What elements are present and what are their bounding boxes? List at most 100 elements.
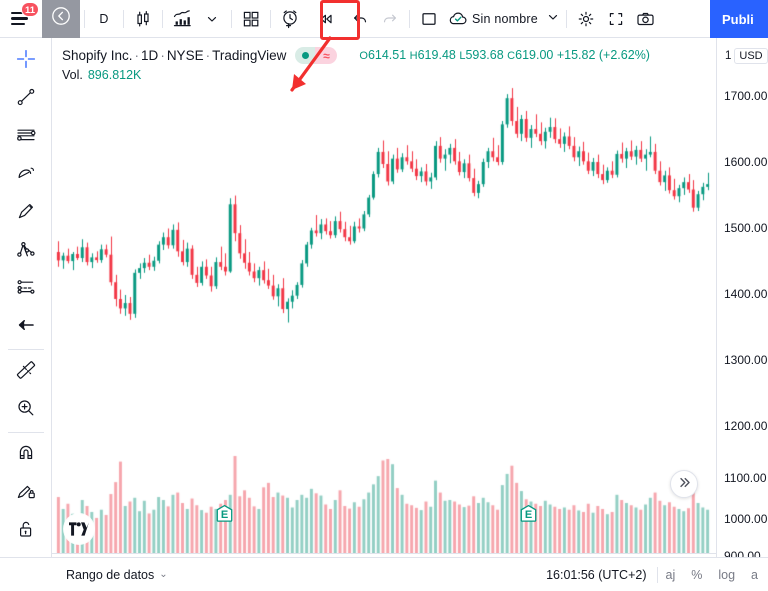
ohlc-values: O614.51 H619.48 L593.68 C619.00 +15.82 (… (359, 46, 650, 65)
scroll-to-realtime-button[interactable] (670, 470, 698, 498)
gear-icon (576, 9, 596, 29)
save-layout-button[interactable]: Sin nombre (444, 4, 562, 34)
data-live-dot-icon (295, 47, 316, 64)
symbol-title[interactable]: Shopify Inc. · 1D · NYSE · TradingView (62, 47, 287, 63)
templates-button[interactable] (236, 4, 266, 34)
toolbar-divider (231, 9, 232, 28)
pane-separator[interactable] (52, 553, 716, 554)
lock-drawings-button[interactable] (6, 512, 46, 550)
toggle-auto[interactable]: a (751, 567, 758, 582)
status-divider (656, 566, 658, 583)
drawing-mode-lock-icon (14, 479, 38, 508)
data-range-button[interactable]: Rango de datos ⌄ (66, 568, 168, 582)
arrow-left-icon (14, 313, 38, 342)
trend-line-icon (14, 85, 38, 114)
chart-settings-button[interactable] (571, 4, 601, 34)
earnings-marker[interactable]: E (215, 504, 234, 523)
status-bar: Rango de datos ⌄ 16:01:56 (UTC+2) aj % l… (0, 557, 768, 591)
patterns-tool-button[interactable] (6, 118, 46, 156)
replay-button[interactable] (311, 4, 341, 34)
alert-button[interactable] (275, 4, 305, 34)
toggle-log[interactable]: log (718, 567, 736, 582)
chevron-down-icon (206, 13, 218, 25)
price-axis[interactable]: 1 USD ⚙ 1700.001600.001500.001400.001300… (716, 38, 768, 591)
toolbar-divider (409, 9, 410, 28)
toolbar-divider (270, 9, 271, 28)
indicators-button[interactable] (167, 4, 197, 34)
toggle-percent[interactable]: % (691, 567, 703, 582)
gann-fan-icon (14, 161, 38, 190)
stay-in-drawing-mode-button[interactable] (6, 474, 46, 512)
symbol-source: TradingView (212, 47, 287, 63)
volume-label: Vol. (62, 68, 83, 82)
publish-label: Publi (722, 11, 754, 27)
currency-selector[interactable]: 1 USD (725, 48, 768, 64)
back-circle-icon (51, 6, 71, 31)
indicators-dropdown-button[interactable] (197, 4, 227, 34)
horizontal-lines-pattern-icon (14, 123, 38, 152)
toolbar-divider (565, 9, 567, 28)
magnet-icon (14, 441, 38, 470)
alarm-add-icon (279, 8, 301, 30)
toolbar-divider (123, 9, 124, 28)
arrow-tool-button[interactable] (6, 308, 46, 346)
symbol-interval: 1D (141, 47, 159, 63)
undo-button[interactable] (345, 4, 375, 34)
high-label: H (409, 50, 418, 62)
back-button[interactable] (42, 0, 80, 38)
snapshot-button[interactable] (631, 4, 661, 34)
layout-button[interactable] (414, 4, 444, 34)
earnings-marker-label: E (220, 508, 229, 521)
toolbar-divider (162, 9, 163, 28)
fullscreen-icon (606, 9, 626, 29)
earnings-marker[interactable]: E (519, 504, 538, 523)
price-tick: 1600.00 (724, 155, 768, 169)
redo-button[interactable] (375, 4, 405, 34)
symbol-name: Shopify Inc. (62, 47, 133, 63)
clock-label[interactable]: 16:01:56 (UTC+2) (546, 567, 647, 582)
drawing-toolbar (0, 38, 52, 591)
data-status-pills[interactable]: ≈ (295, 47, 338, 64)
elliott-wave-tool-button[interactable] (6, 232, 46, 270)
trend-line-tool-button[interactable] (6, 80, 46, 118)
price-tick: 1000.00 (724, 512, 768, 526)
zoom-tool-button[interactable] (6, 391, 46, 429)
replay-icon (316, 9, 336, 29)
price-tick: 1100.00 (724, 471, 767, 485)
publish-button[interactable]: Publi (710, 0, 768, 38)
long-position-icon (14, 275, 38, 304)
fullscreen-button[interactable] (601, 4, 631, 34)
top-toolbar: 11 D (0, 0, 768, 38)
interval-label: D (99, 11, 109, 26)
cursor-tool-button[interactable] (6, 42, 46, 80)
chart-canvas-area[interactable]: Shopify Inc. · 1D · NYSE · TradingView ≈ O614.… (52, 38, 716, 591)
currency-prefix: 1 (725, 50, 732, 62)
price-tick: 1400.00 (724, 287, 768, 301)
symbol-exchange: NYSE (166, 47, 204, 63)
low-label: L (459, 50, 466, 62)
layout-grid-icon (241, 9, 261, 29)
toolbar-divider (84, 9, 85, 28)
open-label: O (359, 50, 368, 62)
currency-label[interactable]: USD (734, 48, 768, 64)
scroll-to-realtime-icon (677, 475, 692, 494)
chart-style-button[interactable] (128, 4, 158, 34)
main-menu-button[interactable]: 11 (0, 0, 42, 38)
measure-ruler-icon (14, 358, 38, 387)
price-tick: 1200.00 (724, 419, 768, 433)
position-tool-button[interactable] (6, 270, 46, 308)
single-layout-icon (419, 9, 439, 29)
brush-tool-button[interactable] (6, 194, 46, 232)
fib-tool-button[interactable] (6, 156, 46, 194)
measure-tool-button[interactable] (6, 353, 46, 391)
tradingview-logo-icon (64, 514, 94, 544)
candlestick-icon (132, 8, 154, 30)
volume-series (52, 448, 716, 553)
toggle-adjust[interactable]: aj (665, 567, 676, 582)
chart-legend: Shopify Inc. · 1D · NYSE · TradingView ≈ O614.… (62, 46, 650, 82)
chevron-down-icon: ⌄ (159, 569, 168, 580)
price-tick: 1500.00 (724, 221, 768, 235)
magnet-tool-button[interactable] (6, 436, 46, 474)
interval-button[interactable]: D (89, 4, 119, 34)
